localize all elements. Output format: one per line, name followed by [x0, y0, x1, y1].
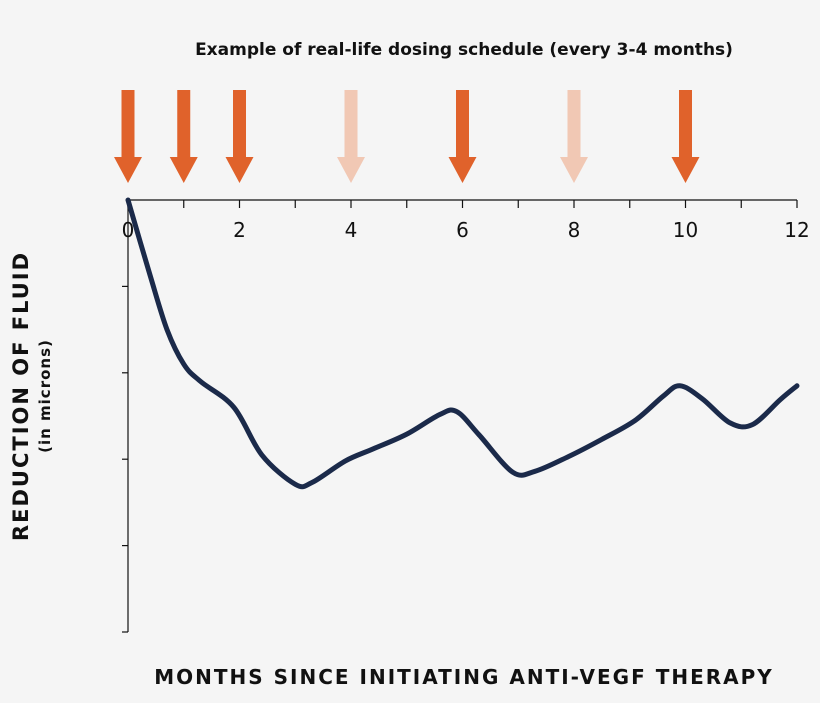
- dose-markers: [114, 90, 700, 183]
- x-tick-label-2: 2: [233, 218, 246, 242]
- x-tick-label-10: 10: [673, 218, 698, 242]
- x-tick-label-0: 0: [122, 218, 135, 242]
- dose-arrow-month-2: [225, 90, 254, 183]
- y-axis-label: REDUCTION OF FLUID: [9, 251, 33, 541]
- dose-arrow-month-10: [671, 90, 700, 183]
- x-tick-label-4: 4: [345, 218, 358, 242]
- dose-arrow-month-4: [337, 90, 365, 183]
- series-line-0: [125, 197, 800, 490]
- dose-arrow-month-0: [114, 90, 142, 183]
- chart-title: Example of real-life dosing schedule (ev…: [195, 40, 733, 60]
- x-tick-label-8: 8: [568, 218, 581, 242]
- dose-arrow-month-6: [448, 90, 477, 183]
- x-tick-label-12: 12: [784, 218, 809, 242]
- x-axis-label: MONTHS SINCE INITIATING ANTI-VEGF THERAP…: [154, 665, 774, 689]
- axis-ticks: 0 2 4 6 8 10 12: [122, 200, 810, 633]
- y-axis-sublabel: (in microns): [36, 339, 54, 453]
- dose-arrow-month-8: [560, 90, 588, 183]
- dose-arrow-month-1: [169, 90, 198, 183]
- series-layer: [125, 197, 800, 490]
- x-tick-label-6: 6: [456, 218, 469, 242]
